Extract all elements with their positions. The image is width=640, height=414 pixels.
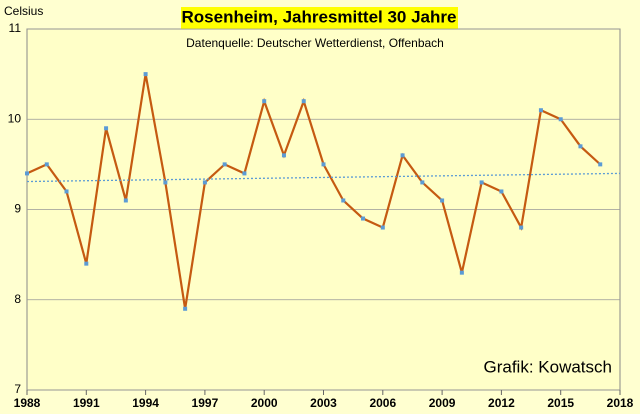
data-point — [380, 225, 385, 230]
data-point — [361, 216, 366, 221]
x-tick-label: 2012 — [488, 396, 515, 410]
data-point — [183, 306, 188, 311]
data-point — [202, 180, 207, 185]
title-background — [181, 7, 458, 29]
data-point — [242, 171, 247, 176]
data-point — [143, 72, 148, 77]
annotation: Grafik: Kowatsch — [484, 357, 613, 376]
y-tick-label: 9 — [14, 202, 21, 216]
data-point — [440, 198, 445, 203]
data-point — [163, 180, 168, 185]
data-point — [262, 99, 267, 104]
data-point — [222, 162, 227, 167]
data-point — [558, 117, 563, 122]
x-tick-label: 2015 — [547, 396, 574, 410]
data-point — [598, 162, 603, 167]
data-point — [64, 189, 69, 194]
data-point — [519, 225, 524, 230]
data-point — [479, 180, 484, 185]
data-point — [104, 126, 109, 131]
data-point — [420, 180, 425, 185]
data-point — [123, 198, 128, 203]
x-tick-label: 2018 — [607, 396, 634, 410]
data-point — [538, 108, 543, 113]
data-point — [84, 261, 89, 266]
x-tick-label: 2000 — [251, 396, 278, 410]
data-point — [301, 99, 306, 104]
data-point — [400, 153, 405, 158]
data-point — [44, 162, 49, 167]
data-line — [26, 73, 601, 309]
x-tick-label: 2003 — [310, 396, 337, 410]
data-point — [25, 171, 29, 176]
y-tick-label: 8 — [14, 292, 21, 306]
data-point — [499, 189, 504, 194]
x-tick-label: 2006 — [369, 396, 396, 410]
x-tick-label: 1991 — [73, 396, 100, 410]
x-tick-label: 1988 — [14, 396, 41, 410]
data-point — [321, 162, 326, 167]
data-point — [281, 153, 286, 158]
trend-line — [26, 172, 621, 183]
subtitle: Datenquelle: Deutscher Wetterdienst, Off… — [186, 36, 444, 50]
data-point — [459, 270, 464, 275]
x-tick-label: 1994 — [132, 396, 159, 410]
x-tick-label: 2009 — [429, 396, 456, 410]
data-point — [578, 144, 583, 149]
x-tick-label: 1997 — [192, 396, 219, 410]
y-axis-label: Celsius — [4, 4, 43, 18]
y-tick-label: 7 — [14, 382, 21, 396]
data-point — [341, 198, 346, 203]
y-tick-label: 10 — [8, 111, 22, 125]
y-tick-label: 11 — [9, 21, 22, 35]
chart-title: Rosenheim, Jahresmittel 30 Jahre — [182, 7, 457, 26]
